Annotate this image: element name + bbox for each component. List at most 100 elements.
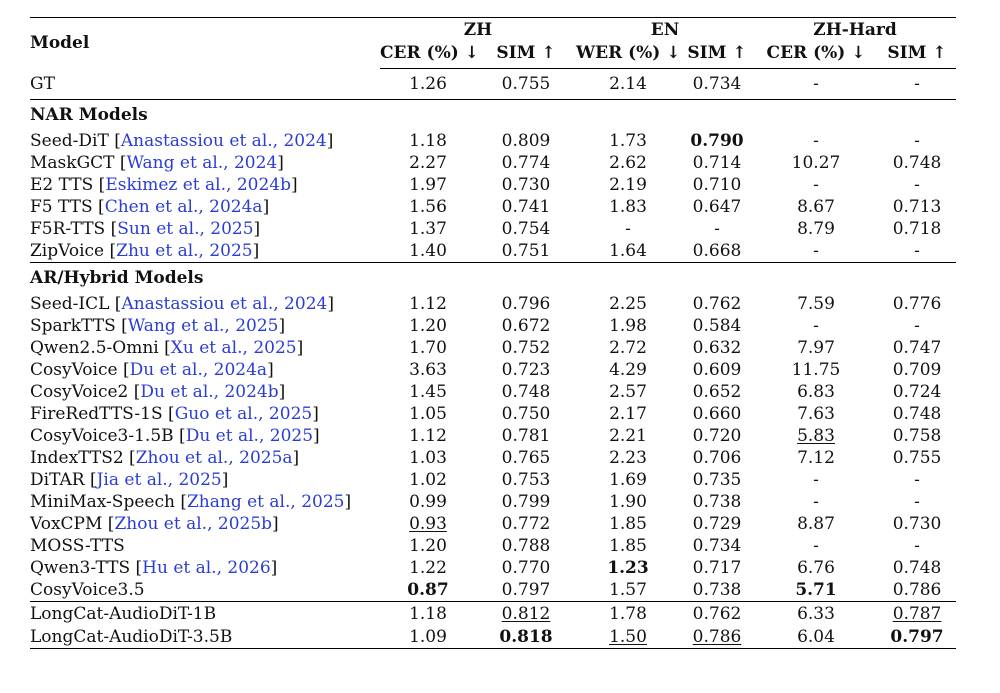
cell-value: 0.632 [692,338,742,358]
cell-zhhard-cer: 8.87 [754,513,878,535]
cell-en-wer: 2.14 [609,74,647,94]
citation-link[interactable]: Jia et al., 2025 [96,470,222,490]
cell-zh-cer: 2.27 [380,152,476,174]
group-header-zh: ZH [380,17,577,42]
second-best-value: 0.786 [693,627,742,647]
table-row-gt: GT 1.26 0.755 2.14 0.734 - - [30,69,956,100]
row-model-cell: MaskGCT [Wang et al., 2024] [30,153,284,173]
cell-value: 1.90 [609,492,647,512]
row-model-name: Qwen2.5-Omni [30,338,159,358]
cell-zh-sim: 0.772 [476,513,576,535]
citation-link[interactable]: Zhu et al., 2025 [116,241,253,261]
cell-zhhard-sim: 0.748 [878,152,956,174]
cell-value: 0.752 [501,338,551,358]
cell-value: 0.609 [692,360,742,380]
cell-en-sim: 0.734 [692,74,742,94]
cell-en-sim: 0.668 [680,240,754,263]
citation-link[interactable]: Guo et al., 2025 [174,404,313,424]
cell-value: 0.99 [409,492,447,512]
cell-value: 0.724 [892,382,942,402]
cell-en-wer: 2.21 [576,425,680,447]
citation-link[interactable]: Wang et al., 2024 [126,153,278,173]
cell-en-sim: 0.720 [680,425,754,447]
cell-zhhard-cer: 7.12 [754,447,878,469]
cell-en-sim: 0.717 [680,557,754,579]
cell-zh-cer: 1.18 [380,601,476,625]
cell-value: 0.788 [501,536,551,556]
cell-zh-sim: 0.812 [476,601,577,625]
cell-zhhard-sim: - [878,469,956,491]
cell-zh-sim: 0.781 [476,425,576,447]
cell-value: 0.734 [692,536,742,556]
row-model-cell: VoxCPM [Zhou et al., 2025b] [30,514,279,534]
cell-value: 0.93 [409,514,447,534]
cell-zhhard-cer: 10.27 [754,152,878,174]
citation-link[interactable]: Sun et al., 2025 [117,219,254,239]
cell-zhhard-cer: 8.67 [754,196,878,218]
citation-link[interactable]: Zhou et al., 2025b [114,514,273,534]
cell-zh-cer: 0.87 [380,579,476,602]
cell-value: 0.709 [892,360,942,380]
row-model-name: E2 TTS [30,175,94,195]
cell-value: 11.75 [791,360,841,380]
table-row: F5 TTS [Chen et al., 2024a] 1.56 0.741 1.83… [30,196,956,218]
cell-value: 1.85 [609,536,647,556]
citation-link[interactable]: Anastassiou et al., 2024 [120,131,327,151]
cell-en-wer: 2.25 [576,293,680,315]
cell-value: 0.809 [501,131,551,151]
row-model-cell: CosyVoice3-1.5B [Du et al., 2025] [30,426,320,446]
row-model-name: LongCat-AudioDiT-3.5B [30,626,233,647]
cell-value: 8.67 [797,197,835,217]
cell-zh-sim: 0.730 [476,174,576,196]
row-model-name: GT [30,73,55,94]
best-value: 5.71 [795,580,836,600]
row-model-cell: Qwen3-TTS [Hu et al., 2026] [30,558,278,578]
citation-link[interactable]: Eskimez et al., 2024b [105,175,291,195]
cell-value: 0.790 [690,131,744,151]
citation-link[interactable]: Du et al., 2025 [185,426,314,446]
cell-value: 0.758 [892,426,942,446]
cell-value: 0.786 [692,626,742,647]
citation-link[interactable]: Hu et al., 2026 [142,558,271,578]
row-model-name: FireRedTTS-1S [30,404,163,424]
citation-link[interactable]: Wang et al., 2025 [127,316,279,336]
cell-zhhard-sim: - [878,315,956,337]
row-model-name: MOSS-TTS [30,536,125,556]
metric-header-zh-cer: CER (%) ↓ [380,42,479,69]
cell-en-wer: 4.29 [576,359,680,381]
cell-value: 1.20 [409,536,447,556]
cell-value: 0.762 [692,294,742,314]
cell-en-wer: 1.83 [576,196,680,218]
section-header-row: AR/Hybrid Models [30,262,957,293]
cell-value: 0.738 [692,492,742,512]
row-model-cell: LongCat-AudioDiT-3.5B [30,625,380,649]
cell-value: 0.765 [501,448,551,468]
citation-link[interactable]: Zhou et al., 2025a [135,448,293,468]
section-title: AR/Hybrid Models [30,262,957,293]
citation-link[interactable]: Anastassiou et al., 2024 [121,294,328,314]
metric-header-zh-sim: SIM ↑ [476,42,577,69]
cell-value: 0.748 [501,382,551,402]
table-row: Qwen3-TTS [Hu et al., 2026] 1.22 0.770 1.23… [30,557,956,579]
citation-link[interactable]: Xu et al., 2025 [170,338,297,358]
cell-value: 7.12 [797,448,835,468]
citation-link[interactable]: Chen et al., 2024a [104,197,263,217]
cell-en-wer: 1.69 [576,469,680,491]
cell-zh-cer: 1.09 [380,625,476,649]
second-best-value: 0.787 [893,604,942,624]
cell-value: 0.741 [501,197,551,217]
cell-value: - [714,219,720,239]
cell-en-wer: 2.17 [576,403,680,425]
cell-value: 0.754 [501,219,551,239]
cell-en-sim: 0.584 [680,315,754,337]
citation-link[interactable]: Du et al., 2024b [140,382,279,402]
cell-zh-sim: 0.751 [476,240,576,263]
header-group-row: Model ZH EN ZH-Hard [30,17,957,69]
table-row: DiTAR [Jia et al., 2025] 1.02 0.753 1.69 0.7… [30,469,956,491]
citation-link[interactable]: Du et al., 2024a [129,360,268,380]
cell-value: 0.748 [892,404,942,424]
cell-value: 1.64 [609,241,647,261]
cell-value: 1.02 [409,470,447,490]
citation-link[interactable]: Zhang et al., 2025 [186,492,345,512]
cell-value: 6.76 [797,558,835,578]
